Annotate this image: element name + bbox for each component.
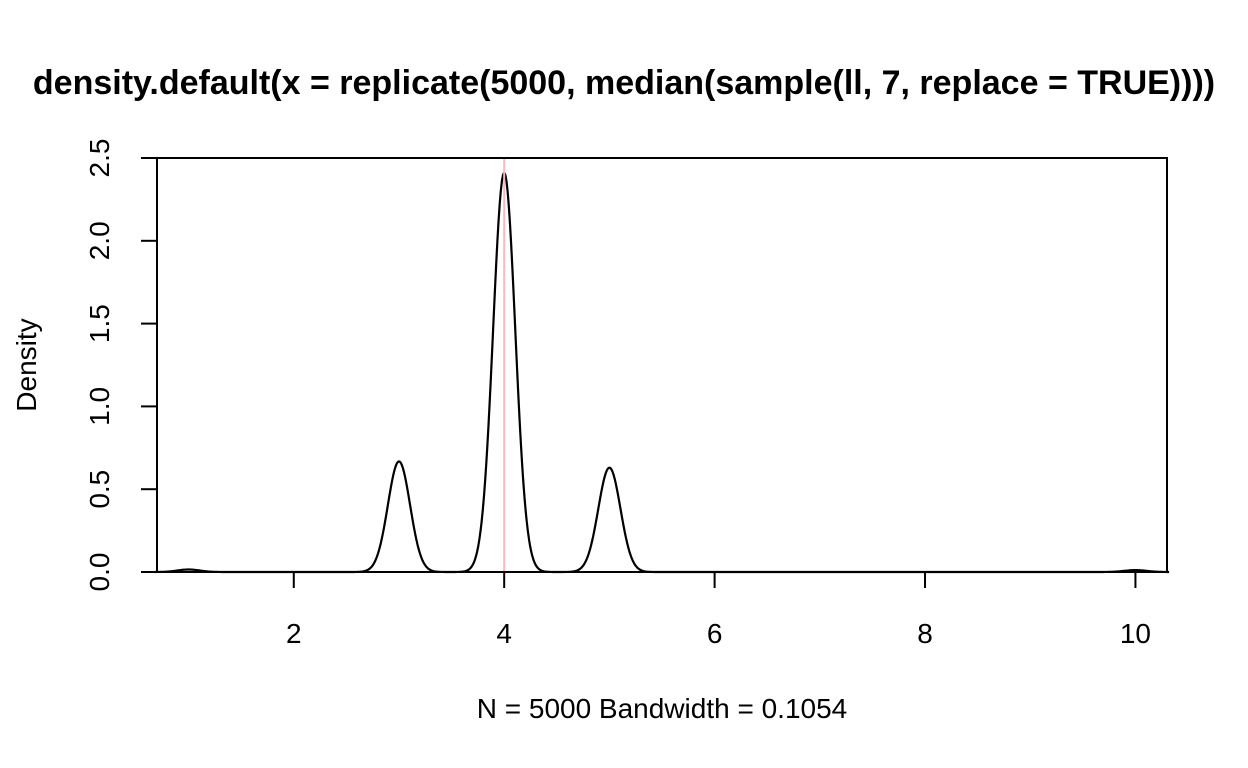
x-tick-label: 2 (286, 618, 302, 649)
y-tick-label: 2.0 (84, 221, 115, 260)
y-axis-label: Density (11, 318, 42, 411)
density-curve (154, 171, 1170, 574)
y-axis: 0.0 0.5 1.0 1.5 2.0 2.5 (84, 139, 158, 592)
x-tick-label: 6 (707, 618, 723, 649)
y-tick-label: 0.0 (84, 553, 115, 592)
y-tick-label: 0.5 (84, 470, 115, 509)
y-tick-label: 1.5 (84, 304, 115, 343)
plot-area (154, 158, 1170, 574)
x-tick-label: 8 (917, 618, 933, 649)
plot-frame (156, 157, 1168, 573)
x-tick-label: 10 (1120, 618, 1151, 649)
y-tick-label: 1.0 (84, 387, 115, 426)
x-axis-label: N = 5000 Bandwidth = 0.1054 (477, 693, 848, 724)
chart-title: density.default(x = replicate(5000, medi… (33, 64, 1215, 102)
y-tick-label: 2.5 (84, 139, 115, 178)
x-tick-label: 4 (496, 618, 512, 649)
x-axis: 2 4 6 8 10 (286, 571, 1151, 649)
